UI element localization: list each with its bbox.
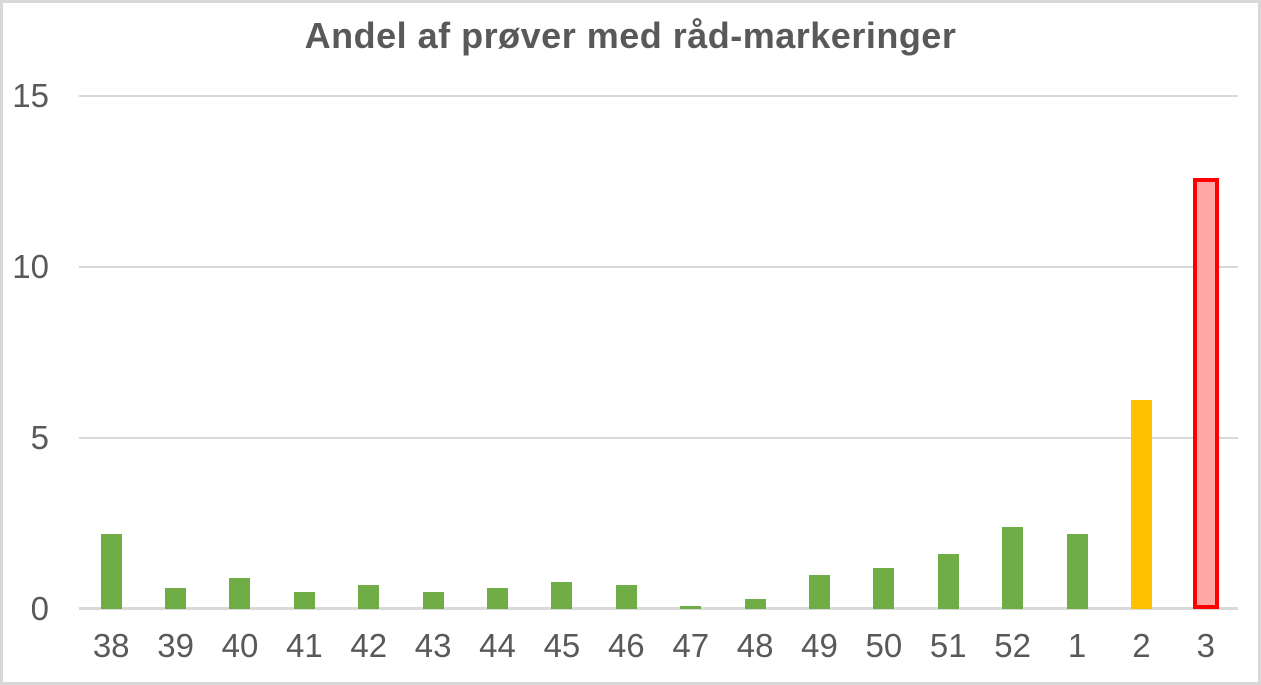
x-axis-tick-label: 1 [1067,627,1087,664]
x-axis-tick-label: 47 [672,627,710,664]
bar-slot [79,96,143,609]
x-axis-tick-label: 48 [736,627,774,664]
bar-week-40 [229,578,251,609]
bar-week-43 [422,591,444,609]
x-axis-tick-label: 50 [865,627,903,664]
x-axis-tick-label: 51 [929,627,967,664]
bar-week-1 [1066,533,1088,609]
bar-slot [980,96,1044,609]
bar-week-49 [808,574,830,609]
y-axis-tick-label: 15 [12,77,49,114]
x-axis-tick-label: 40 [221,627,259,664]
x-axis-tick-label: 45 [543,627,581,664]
bar-slot [659,96,723,609]
bar-week-41 [293,591,315,609]
x-axis-tick-label: 46 [607,627,645,664]
bar-slot [1109,96,1173,609]
gridline [79,95,1238,97]
y-axis-tick-label: 0 [30,590,49,627]
x-axis-tick-label: 39 [157,627,194,664]
bar-week-2 [1130,400,1152,609]
x-axis-tick-label: 43 [414,627,452,664]
bars-layer [79,96,1238,609]
x-axis-tick-label: 42 [350,627,388,664]
gridline [79,266,1238,268]
x-axis-tick-label: 41 [286,627,323,664]
bar-slot [272,96,336,609]
bar-week-3 [1192,178,1219,609]
bar-slot [594,96,658,609]
bar-week-47 [680,605,702,609]
x-axis-labels: 38 39 40 41 42 43 44 45 46 47 48 49 50 51 52 1 2 3 [79,623,1238,669]
bar-slot [787,96,851,609]
x-axis-tick-label: 38 [92,627,130,664]
y-axis-tick-label: 10 [12,248,49,285]
bar-week-52 [1002,526,1024,609]
x-axis-tick-label: 52 [994,627,1032,664]
x-axis-tick-label: 3 [1196,627,1216,664]
bar-slot [916,96,980,609]
bar-slot [530,96,594,609]
bar-slot [723,96,787,609]
bar-slot [852,96,916,609]
bar-week-51 [937,554,959,609]
bar-week-38 [100,533,122,609]
bar-slot [143,96,207,609]
chart-title: Andel af prøver med råd-markeringer [304,15,957,56]
bar-week-45 [551,581,573,609]
bar-slot [208,96,272,609]
x-axis-tick-label: 2 [1132,627,1151,664]
x-axis-tick-label: 49 [801,627,838,664]
bar-slot [337,96,401,609]
x-axis-tick-label: 44 [479,627,516,664]
bar-slot [465,96,529,609]
bar-week-44 [487,588,509,609]
bar-week-46 [615,585,637,609]
bar-slot [1045,96,1109,609]
x-axis-line [79,607,1238,610]
bar-week-50 [873,567,895,609]
bar-slot [1174,96,1238,609]
bar-week-42 [358,585,380,609]
gridline [79,437,1238,439]
y-axis-tick-label: 5 [30,419,49,456]
plot-area [79,95,1238,610]
bar-slot [401,96,465,609]
bar-week-39 [165,588,187,609]
bar-week-48 [744,598,766,609]
